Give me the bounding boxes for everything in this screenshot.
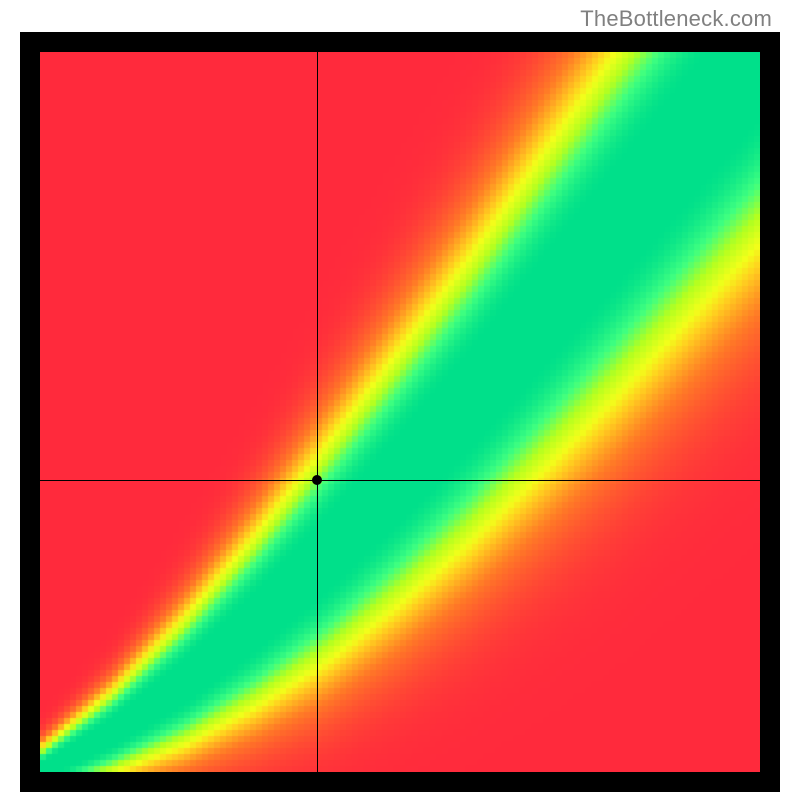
crosshair-vertical xyxy=(317,52,318,772)
heatmap-canvas xyxy=(40,52,760,772)
chart-frame xyxy=(20,32,780,792)
crosshair-point xyxy=(312,475,322,485)
watermark-text: TheBottleneck.com xyxy=(580,6,772,32)
crosshair-horizontal xyxy=(40,480,760,481)
heatmap-plot xyxy=(40,52,760,772)
